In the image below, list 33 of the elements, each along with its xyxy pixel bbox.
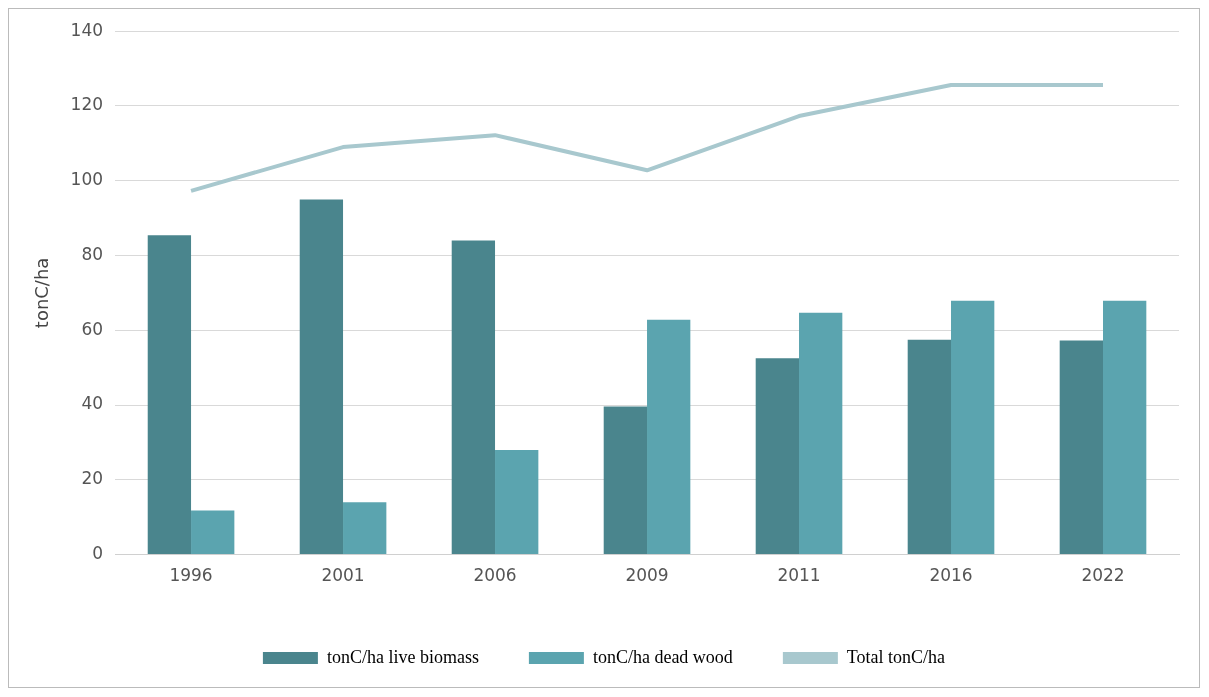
bar	[451, 240, 496, 555]
y-tick-label: 100	[70, 169, 104, 190]
bar	[603, 406, 648, 555]
y-tick-label: 140	[70, 19, 104, 40]
bar	[495, 449, 539, 555]
x-tick-label: 2006	[473, 565, 517, 586]
bar	[907, 339, 952, 555]
y-tick-label: 20	[81, 468, 104, 489]
y-tick-label: 40	[81, 393, 104, 414]
x-tick-label: 2022	[1081, 565, 1125, 586]
x-tick-label: 2011	[777, 565, 821, 586]
x-tick-label: 2001	[321, 565, 365, 586]
y-tick-label: 80	[81, 243, 104, 264]
bar	[1103, 300, 1147, 555]
bar	[191, 510, 235, 555]
bar	[647, 319, 691, 555]
bar	[799, 312, 843, 555]
legend-label: tonC/ha live biomass	[326, 646, 479, 667]
bar	[951, 300, 995, 555]
y-axis-title: tonC/ha	[31, 257, 53, 329]
bar	[1059, 340, 1103, 555]
y-tick-label: 60	[81, 318, 104, 339]
bar	[755, 358, 800, 555]
y-tick-label: 120	[70, 94, 104, 115]
y-tick-label: 0	[92, 543, 104, 564]
legend-label: Total tonC/ha	[846, 646, 946, 667]
x-tick-label: 1996	[169, 565, 213, 586]
bar	[299, 199, 344, 555]
x-tick-label: 2016	[929, 565, 973, 586]
legend-label: tonC/ha dead wood	[592, 646, 733, 667]
bar	[343, 502, 387, 555]
x-tick-label: 2009	[625, 565, 669, 586]
bar	[147, 235, 192, 555]
